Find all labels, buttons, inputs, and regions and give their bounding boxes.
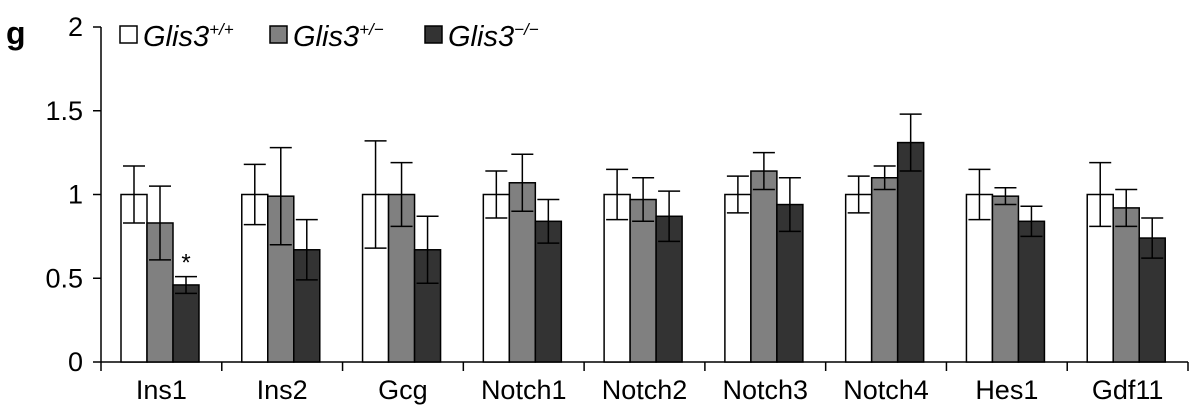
category-label: Ins2 bbox=[257, 375, 308, 405]
y-tick-label: 2 bbox=[68, 12, 83, 42]
error-bar bbox=[243, 163, 266, 226]
category-label: Gdf11 bbox=[1092, 375, 1164, 405]
error-bar bbox=[1020, 205, 1043, 238]
error-bar bbox=[1141, 217, 1164, 259]
bar bbox=[896, 141, 925, 363]
error-bar bbox=[123, 165, 145, 224]
bar bbox=[629, 198, 657, 363]
legend-label: Glis3+/+ bbox=[143, 20, 234, 53]
error-bar bbox=[364, 140, 387, 249]
category-label: Hes1 bbox=[975, 375, 1038, 405]
bar bbox=[1112, 207, 1140, 363]
error-bar bbox=[778, 177, 801, 233]
legend-swatch bbox=[424, 25, 443, 44]
error-bar bbox=[994, 187, 1017, 206]
legend-item: Glis3−/− bbox=[424, 20, 539, 53]
category-label: Notch1 bbox=[481, 375, 567, 405]
bar bbox=[750, 170, 778, 363]
x-axis: Ins1 Ins2 Gcg Notch1 Notch2 Notch3 Notch4 Hes1 G… bbox=[100, 361, 1189, 405]
category-label: Notch2 bbox=[602, 375, 688, 405]
category-label: Gcg bbox=[378, 375, 428, 405]
bar bbox=[534, 220, 563, 363]
error-bar bbox=[899, 113, 922, 172]
error-bar bbox=[847, 175, 870, 214]
error-bar bbox=[873, 165, 896, 191]
error-bar bbox=[390, 161, 413, 228]
legend-swatch bbox=[269, 25, 288, 44]
error-bar bbox=[1089, 161, 1112, 228]
legend-label: Glis3+/− bbox=[293, 20, 384, 53]
error-bar bbox=[537, 198, 560, 244]
bar bbox=[1017, 220, 1046, 363]
y-axis: 0 0.5 1 1.5 2 bbox=[45, 12, 102, 377]
category-label: Notch3 bbox=[722, 375, 808, 405]
error-bar bbox=[606, 168, 629, 221]
legend-swatch bbox=[119, 25, 138, 44]
y-tick-label: 1 bbox=[68, 180, 83, 210]
significance-marker: * bbox=[181, 250, 190, 277]
error-bar bbox=[149, 185, 171, 261]
y-tick-label: 0.5 bbox=[45, 263, 83, 293]
error-bar bbox=[485, 170, 508, 219]
error-bars-group bbox=[123, 113, 1164, 295]
error-bar bbox=[632, 177, 655, 223]
y-tick-label: 0 bbox=[68, 347, 83, 377]
category-label: Ins1 bbox=[136, 375, 187, 405]
bar bbox=[991, 195, 1020, 363]
legend-item: Glis3+/− bbox=[269, 20, 384, 53]
panel-label: g bbox=[6, 15, 26, 51]
error-bar bbox=[752, 151, 775, 191]
bar bbox=[844, 193, 873, 363]
legend-label: Glis3−/− bbox=[448, 20, 539, 53]
error-bar bbox=[416, 215, 439, 285]
bars-group bbox=[120, 141, 1166, 363]
annotations-group: * bbox=[181, 250, 190, 277]
error-bar bbox=[1115, 188, 1138, 228]
error-bar bbox=[175, 275, 197, 295]
legend-item: Glis3+/+ bbox=[119, 20, 234, 53]
error-bar bbox=[295, 218, 318, 281]
error-bar bbox=[511, 153, 534, 212]
error-bar bbox=[658, 190, 681, 243]
legend: Glis3+/+ Glis3+/− Glis3−/− bbox=[119, 20, 539, 53]
error-bar bbox=[269, 146, 292, 246]
bar bbox=[482, 193, 511, 363]
bar bbox=[508, 182, 537, 363]
y-tick-label: 1.5 bbox=[45, 96, 83, 126]
bar bbox=[870, 177, 899, 363]
bar bbox=[172, 284, 200, 363]
error-bar bbox=[968, 168, 991, 221]
bar bbox=[724, 193, 752, 363]
error-bar bbox=[726, 175, 749, 214]
category-label: Notch4 bbox=[843, 375, 929, 405]
